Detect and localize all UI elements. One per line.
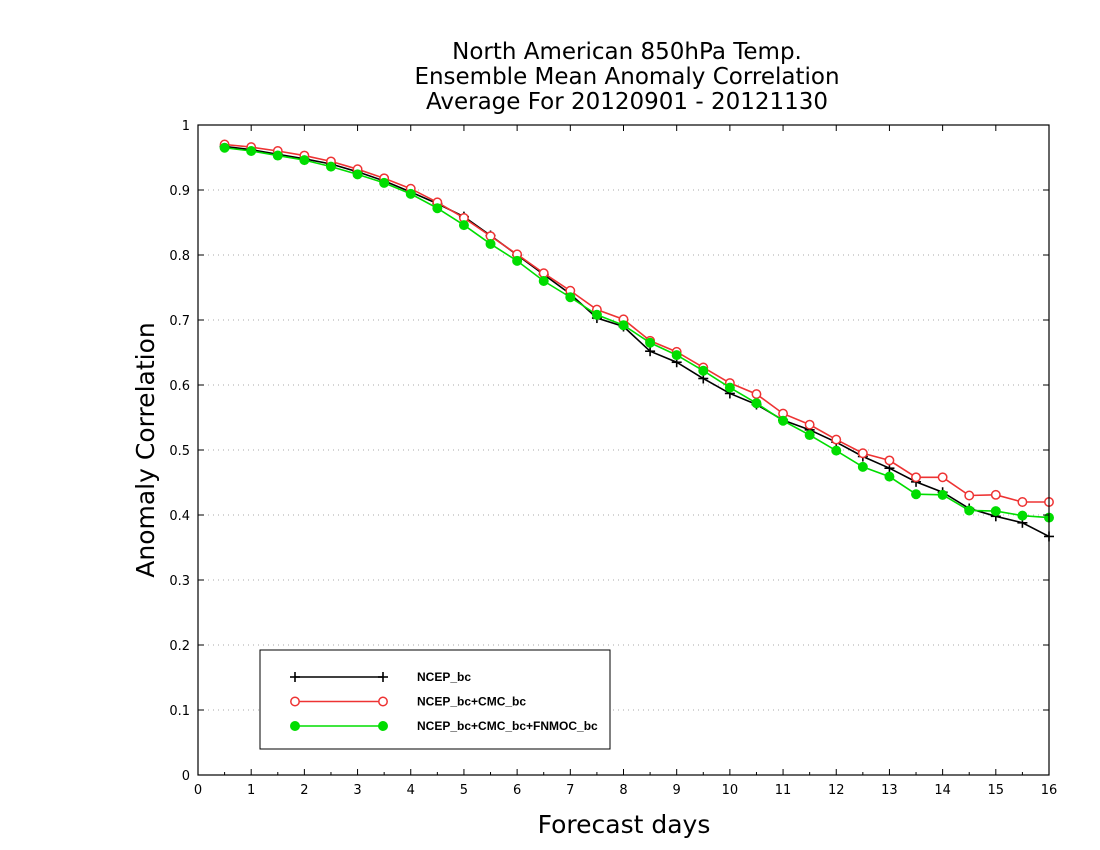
chart-title-line-1: North American 850hPa Temp.: [452, 39, 802, 65]
legend-marker-end-1: [378, 696, 388, 707]
series-2-point-18: [698, 365, 709, 376]
series-2-point-19: [724, 382, 735, 393]
legend-marker-end-2: [378, 721, 388, 731]
series-1-point-24: [857, 448, 868, 459]
series-2-point-2: [272, 150, 283, 161]
legend: NCEP_bc NCEP_bc+CMC_bc NCEP_bc+CMC_bc+FNMO…: [259, 649, 611, 750]
series-2-point-6: [379, 177, 390, 188]
y-tick-label-4: 0.4: [169, 509, 190, 524]
series-2-point-11: [512, 255, 523, 266]
legend-label-0: NCEP_bc: [417, 670, 471, 684]
series-1-point-20: [751, 389, 762, 400]
y-tick-label-7: 0.7: [169, 314, 190, 329]
series-layer: [219, 139, 1054, 542]
x-tick-label-6: 6: [513, 783, 521, 798]
x-tick-label-15: 15: [988, 783, 1005, 798]
legend-label-1: NCEP_bc+CMC_bc: [417, 695, 526, 709]
x-tick-label-3: 3: [353, 783, 361, 798]
x-tick-label-2: 2: [300, 783, 308, 798]
series-1-point-26: [911, 472, 921, 483]
series-2-point-13: [565, 292, 576, 303]
series-line-1: [224, 143, 1049, 503]
series-2-point-17: [671, 350, 682, 361]
series-2-point-7: [405, 188, 416, 199]
y-tick-label-1: 0.1: [169, 704, 190, 719]
series-2-point-20: [751, 398, 762, 409]
series-2-point-22: [804, 430, 815, 441]
chart-title-line-3: Average For 20120901 - 20121130: [426, 89, 828, 115]
x-tick-label-4: 4: [407, 783, 415, 798]
series-1: [219, 139, 1054, 507]
series-2-point-4: [325, 161, 336, 172]
x-tick-label-11: 11: [775, 783, 792, 798]
y-tick-label-0: 0: [182, 769, 190, 784]
y-tick-label-9: 0.9: [169, 184, 190, 199]
chart-title-line-2: Ensemble Mean Anomaly Correlation: [414, 64, 839, 90]
series-2-point-16: [645, 337, 656, 348]
x-tick-label-12: 12: [828, 783, 845, 798]
series-0: [219, 141, 1054, 542]
series-1-point-22: [804, 419, 815, 430]
legend-item-2: NCEP_bc+CMC_bc+FNMOC_bc: [290, 719, 598, 733]
y-tick-label-3: 0.3: [169, 574, 190, 589]
legend-label-2: NCEP_bc+CMC_bc+FNMOC_bc: [417, 719, 598, 733]
series-1-point-23: [831, 434, 842, 445]
series-2-point-25: [884, 471, 895, 482]
series-2-point-26: [911, 489, 922, 500]
x-tick-label-7: 7: [566, 783, 574, 798]
legend-item-1: NCEP_bc+CMC_bc: [290, 695, 526, 709]
y-tick-label-10: 1: [182, 119, 190, 134]
series-2-point-28: [964, 505, 975, 516]
y-tick-label-2: 0.2: [169, 639, 190, 654]
x-tick-label-5: 5: [460, 783, 468, 798]
legend-marker-start-2: [290, 721, 300, 731]
x-axis-label: Forecast days: [538, 810, 711, 839]
y-tick-label-5: 0.5: [169, 444, 190, 459]
series-1-point-27: [937, 472, 948, 483]
series-2-point-29: [990, 506, 1001, 517]
legend-box: [259, 649, 611, 750]
series-0-point-16: [645, 346, 656, 357]
x-tick-label-13: 13: [881, 783, 898, 798]
series-2-point-8: [432, 203, 443, 214]
series-2-point-1: [246, 146, 257, 156]
y-tick-label-8: 0.8: [169, 249, 190, 264]
series-2: [219, 142, 1054, 523]
x-tick-label-14: 14: [934, 783, 951, 798]
series-1-point-30: [1017, 497, 1028, 507]
series-2-point-15: [618, 320, 629, 331]
series-1-point-28: [964, 490, 975, 501]
series-2-point-23: [831, 445, 842, 456]
series-2-point-9: [458, 220, 469, 231]
series-1-point-29: [990, 489, 1001, 500]
series-2-point-12: [538, 276, 549, 286]
series-2-point-24: [857, 461, 868, 472]
y-axis-label: Anomaly Correlation: [131, 322, 160, 577]
chart-title: North American 850hPa Temp. Ensemble Mea…: [414, 39, 839, 115]
series-line-2: [224, 146, 1050, 519]
series-2-point-30: [1017, 510, 1028, 521]
series-2-point-10: [485, 238, 496, 249]
legend-marker-end-0: [378, 672, 388, 682]
x-tick-label-16: 16: [1041, 783, 1058, 798]
legend-item-0: NCEP_bc: [290, 670, 471, 684]
x-tick-label-8: 8: [619, 783, 627, 798]
x-tick-label-0: 0: [194, 783, 202, 798]
y-tick-label-6: 0.6: [169, 379, 190, 394]
x-tick-label-9: 9: [673, 783, 681, 798]
axis-ticks: 0 1 2 3 4 5 6 7 8 9 10 11 12 13 14 15 1600.10.20.30.40.5…: [169, 119, 1057, 798]
x-tick-label-1: 1: [247, 783, 255, 798]
series-2-point-0: [219, 142, 230, 153]
series-2-point-21: [778, 415, 789, 426]
x-tick-label-10: 10: [722, 783, 739, 798]
series-2-point-14: [591, 309, 602, 320]
series-2-point-27: [937, 489, 948, 500]
legend-marker-start-1: [290, 696, 300, 707]
series-2-point-5: [352, 169, 363, 180]
legend-marker-start-0: [290, 672, 300, 682]
grid-lines: [198, 189, 1049, 711]
series-1-point-25: [884, 455, 895, 466]
series-2-point-3: [299, 155, 310, 166]
